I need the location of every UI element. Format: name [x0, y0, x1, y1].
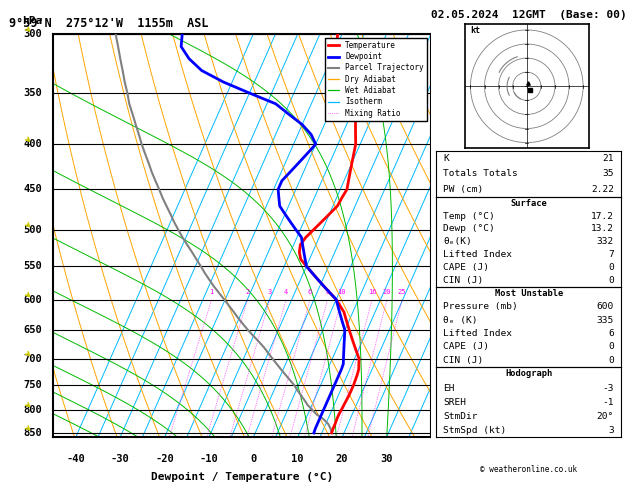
Text: 6: 6	[308, 290, 312, 295]
Text: 10: 10	[337, 290, 346, 295]
Text: 7: 7	[435, 176, 441, 186]
Text: 0: 0	[608, 276, 614, 285]
Text: kt: kt	[470, 26, 481, 35]
Text: 350: 350	[23, 88, 42, 98]
Text: CIN (J): CIN (J)	[443, 276, 484, 285]
Text: CAPE (J): CAPE (J)	[443, 263, 489, 272]
Text: SREH: SREH	[443, 398, 466, 407]
Text: km: km	[435, 16, 447, 26]
Text: -20: -20	[155, 453, 174, 464]
Text: LCL: LCL	[435, 426, 451, 435]
Text: Temp (°C): Temp (°C)	[443, 211, 495, 221]
Text: 6: 6	[435, 225, 441, 235]
Text: Dewp (°C): Dewp (°C)	[443, 225, 495, 233]
Text: 0: 0	[250, 453, 257, 464]
Text: Most Unstable: Most Unstable	[494, 289, 563, 298]
Text: CIN (J): CIN (J)	[443, 356, 484, 365]
Text: 13.2: 13.2	[591, 225, 614, 233]
Text: 700: 700	[23, 353, 42, 364]
Text: Lifted Index: Lifted Index	[443, 250, 512, 259]
Text: 0: 0	[608, 263, 614, 272]
Text: Mixing Ratio (g/kg): Mixing Ratio (g/kg)	[464, 185, 473, 287]
Text: 600: 600	[597, 302, 614, 312]
Text: 650: 650	[23, 325, 42, 335]
Text: 35: 35	[603, 169, 614, 178]
Text: Dewpoint / Temperature (°C): Dewpoint / Temperature (°C)	[151, 472, 333, 482]
Text: 450: 450	[23, 184, 42, 194]
Text: hPa: hPa	[22, 16, 42, 26]
Text: 3: 3	[268, 290, 272, 295]
Text: 3: 3	[608, 426, 614, 435]
Text: θₑ(K): θₑ(K)	[443, 237, 472, 246]
Text: Hodograph: Hodograph	[505, 369, 552, 379]
Text: 3: 3	[435, 359, 441, 369]
Text: 332: 332	[597, 237, 614, 246]
Text: 400: 400	[23, 139, 42, 149]
Text: 20: 20	[382, 290, 391, 295]
Text: 2.22: 2.22	[591, 185, 614, 193]
Text: © weatheronline.co.uk: © weatheronline.co.uk	[480, 465, 577, 474]
Text: 9°59'N  275°12'W  1155m  ASL: 9°59'N 275°12'W 1155m ASL	[9, 17, 209, 30]
Text: StmSpd (kt): StmSpd (kt)	[443, 426, 506, 435]
Text: θₑ (K): θₑ (K)	[443, 315, 478, 325]
Text: ASL: ASL	[435, 36, 454, 46]
Text: Pressure (mb): Pressure (mb)	[443, 302, 518, 312]
Text: 21: 21	[603, 154, 614, 163]
Text: 2: 2	[435, 402, 441, 412]
Text: -1: -1	[603, 398, 614, 407]
Text: 500: 500	[23, 225, 42, 235]
Text: Surface: Surface	[510, 199, 547, 208]
Text: 750: 750	[23, 380, 42, 390]
Text: K: K	[443, 154, 449, 163]
Text: PW (cm): PW (cm)	[443, 185, 484, 193]
Text: 0: 0	[608, 356, 614, 365]
Text: StmDir: StmDir	[443, 412, 478, 421]
Text: -30: -30	[111, 453, 130, 464]
Text: 0: 0	[608, 342, 614, 351]
Text: 17.2: 17.2	[591, 211, 614, 221]
Text: Lifted Index: Lifted Index	[443, 329, 512, 338]
Text: CAPE (J): CAPE (J)	[443, 342, 489, 351]
Text: 600: 600	[23, 295, 42, 305]
Text: 5: 5	[435, 268, 441, 278]
Text: 800: 800	[23, 405, 42, 415]
Text: 8: 8	[325, 290, 330, 295]
Text: 20: 20	[336, 453, 348, 464]
Text: 16: 16	[368, 290, 376, 295]
Text: -3: -3	[603, 383, 614, 393]
Legend: Temperature, Dewpoint, Parcel Trajectory, Dry Adiabat, Wet Adiabat, Isotherm, Mi: Temperature, Dewpoint, Parcel Trajectory…	[325, 38, 427, 121]
Text: Totals Totals: Totals Totals	[443, 169, 518, 178]
Text: 4: 4	[284, 290, 288, 295]
Text: -40: -40	[66, 453, 85, 464]
Text: 550: 550	[23, 261, 42, 271]
Text: 850: 850	[23, 428, 42, 438]
Text: -10: -10	[199, 453, 218, 464]
Text: 1: 1	[209, 290, 214, 295]
Text: 02.05.2024  12GMT  (Base: 00): 02.05.2024 12GMT (Base: 00)	[431, 10, 626, 20]
Text: 10: 10	[291, 453, 304, 464]
Text: 6: 6	[608, 329, 614, 338]
Text: 2: 2	[245, 290, 250, 295]
Text: 335: 335	[597, 315, 614, 325]
Text: 4: 4	[435, 313, 441, 323]
Text: 20°: 20°	[597, 412, 614, 421]
Text: 25: 25	[398, 290, 406, 295]
Text: 300: 300	[23, 29, 42, 39]
Text: 7: 7	[608, 250, 614, 259]
Text: 8: 8	[435, 129, 441, 139]
Text: EH: EH	[443, 383, 455, 393]
Text: 30: 30	[380, 453, 392, 464]
